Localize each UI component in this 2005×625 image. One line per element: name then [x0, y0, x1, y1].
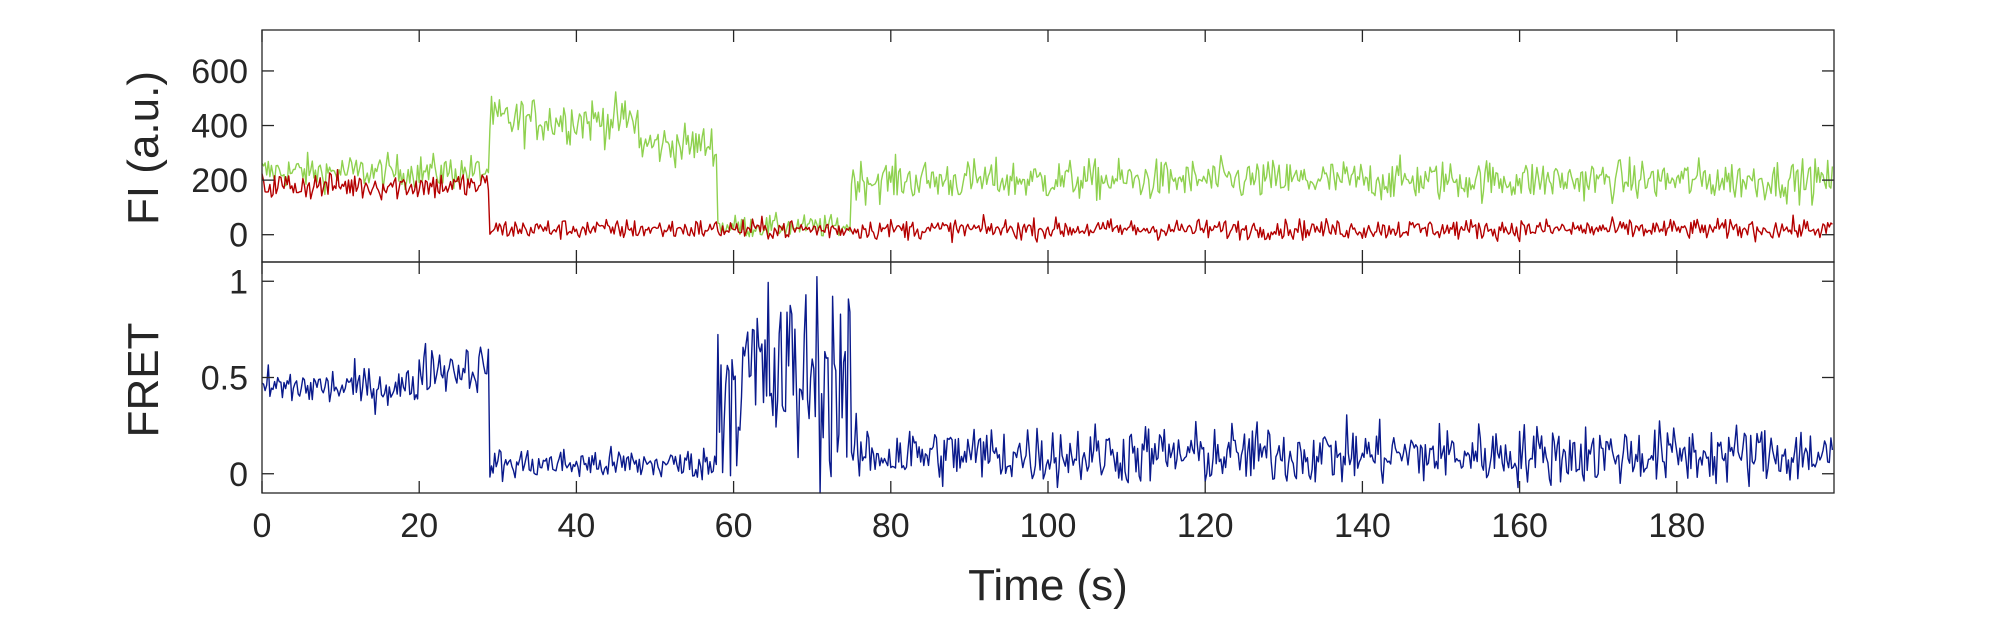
xtick-label: 40	[557, 507, 595, 545]
xtick-label: 140	[1334, 507, 1391, 545]
xtick-label: 180	[1648, 507, 1705, 545]
xtick-label: 160	[1491, 507, 1548, 545]
xtick-label: 120	[1177, 507, 1234, 545]
time-x-axis-label: Time (s)	[968, 561, 1128, 610]
ytick-label: 0.5	[201, 360, 248, 398]
ytick-label: 400	[191, 108, 248, 146]
ytick-label: 0	[229, 456, 248, 494]
fluorescence-panel: FI (a.u.) 0 200 400 600	[119, 29, 1835, 263]
xtick-label: 20	[400, 507, 438, 545]
ytick-label: 600	[191, 53, 248, 91]
xtick-label: 80	[872, 507, 910, 545]
xtick-label: 60	[715, 507, 753, 545]
fret-y-axis-label: FRET	[119, 323, 168, 438]
xtick-label: 100	[1020, 507, 1077, 545]
fluorescence-y-axis-label: FI (a.u.)	[119, 71, 168, 225]
xtick-label: 0	[253, 507, 272, 545]
ytick-label: 200	[191, 162, 248, 200]
trace-0-0	[261, 91, 1834, 238]
ytick-label: 0	[229, 217, 248, 255]
fret-panel: FRET Time (s) 0 0.5 1 0 20 40 60 80 100 120 140 160…	[119, 261, 1835, 610]
ytick-label: 1	[229, 263, 248, 301]
trace-1-0	[261, 276, 1834, 494]
trace-0-1	[261, 168, 1833, 244]
